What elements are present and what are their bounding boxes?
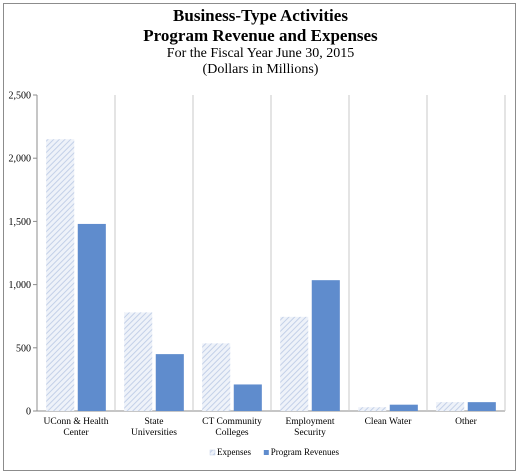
bar-program-revenues xyxy=(389,404,418,411)
bar-program-revenues xyxy=(155,354,184,411)
bar-program-revenues xyxy=(233,384,262,411)
y-tick-label: 1,000 xyxy=(9,280,32,291)
x-tick-label: Security xyxy=(294,428,326,438)
y-tick-label: 2,000 xyxy=(9,154,32,165)
chart-title: Business-Type Activities xyxy=(173,6,348,25)
x-tick-label: Employment xyxy=(285,417,334,427)
x-tick-label: State xyxy=(145,417,164,427)
bar-program-revenues xyxy=(77,223,106,411)
bar-expenses xyxy=(280,316,309,411)
y-tick-label: 0 xyxy=(26,407,31,418)
x-tick-label: Center xyxy=(63,428,89,438)
x-tick-label: Universities xyxy=(131,428,177,438)
legend-swatch xyxy=(209,449,216,456)
x-tick-label: Other xyxy=(455,417,477,427)
bar-program-revenues xyxy=(311,280,340,411)
bar-expenses xyxy=(46,139,75,412)
x-tick-label: Clean Water xyxy=(365,417,413,427)
x-tick-label: UConn & Health xyxy=(44,417,109,427)
legend-label: Program Revenues xyxy=(271,447,340,457)
bar-expenses xyxy=(358,407,387,411)
chart-title-block: Business-Type Activities Program Revenue… xyxy=(0,6,521,78)
bar-expenses xyxy=(202,343,231,411)
chart-title-line2: Program Revenue and Expenses xyxy=(143,26,378,45)
legend-label: Expenses xyxy=(217,447,251,457)
y-tick-label: 2,500 xyxy=(9,91,32,102)
chart-subtitle-line2: (Dollars in Millions) xyxy=(202,62,319,77)
bar-program-revenues xyxy=(467,402,496,411)
x-tick-label: Colleges xyxy=(215,428,249,438)
bar-expenses xyxy=(124,312,153,411)
chart-subtitle: For the Fiscal Year June 30, 2015 xyxy=(166,46,355,61)
y-tick-label: 1,500 xyxy=(9,217,32,228)
y-tick-label: 500 xyxy=(16,343,31,354)
x-tick-label: CT Community xyxy=(202,417,262,427)
bar-expenses xyxy=(436,402,465,411)
legend-swatch xyxy=(263,450,269,455)
